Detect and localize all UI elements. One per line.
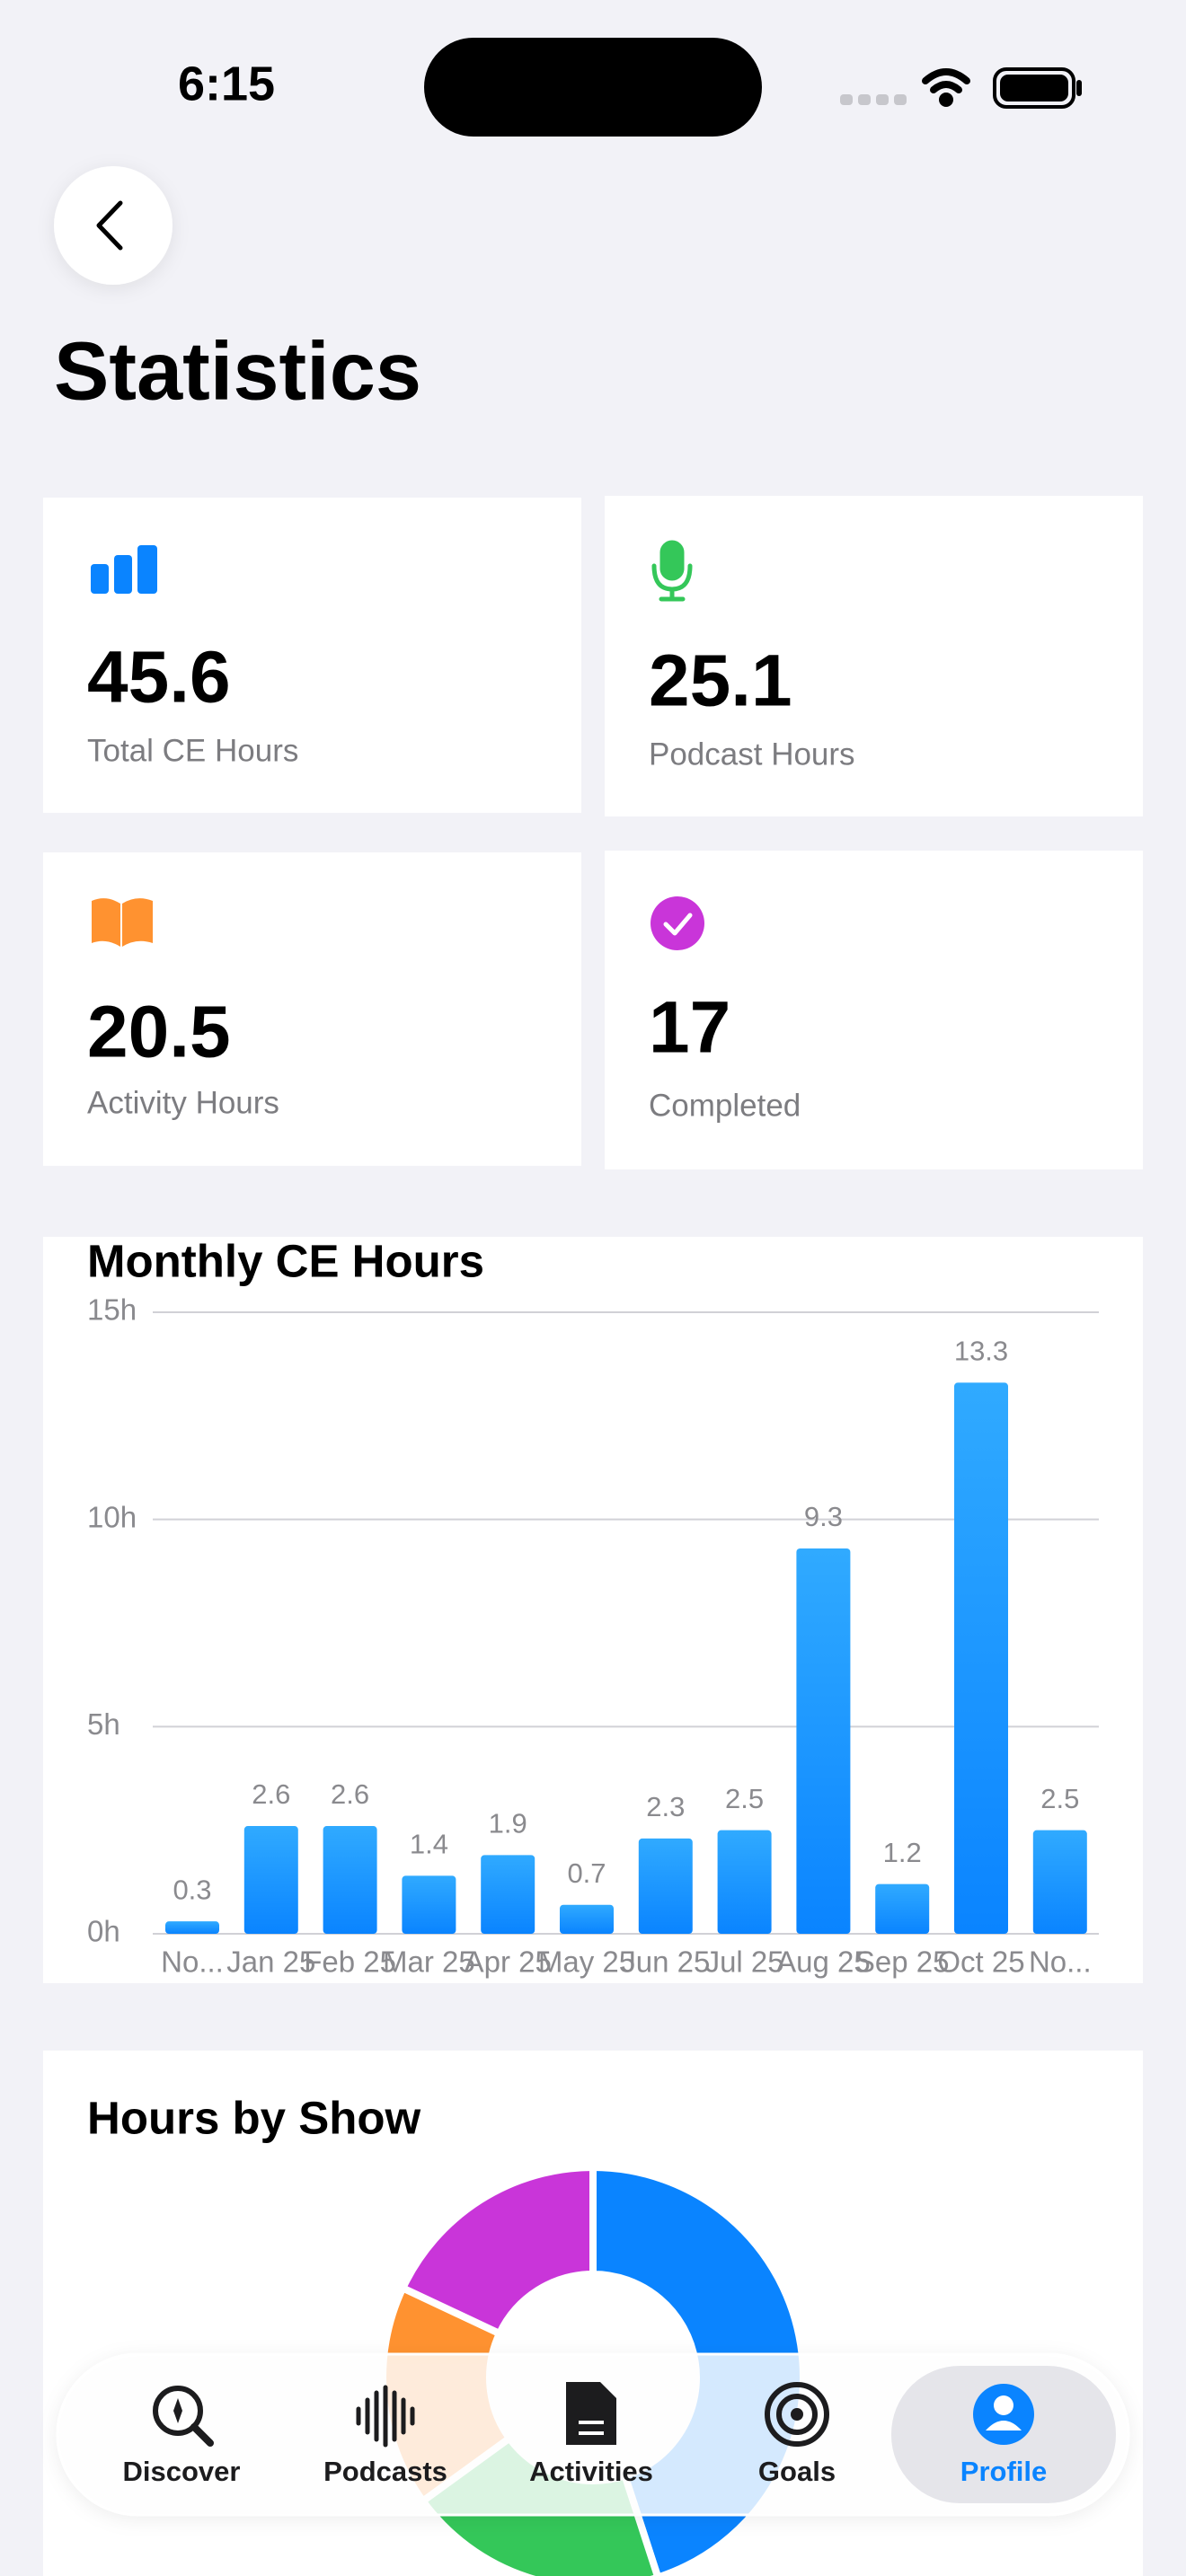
signal-icon [840, 94, 907, 105]
stat-value: 45.6 [87, 637, 231, 719]
tab-icon-part [776, 2394, 818, 2435]
status-time: 6:15 [178, 57, 275, 110]
tab-icon-part [153, 2386, 203, 2436]
back-chevron [96, 200, 123, 251]
y-tick-label: 10h [87, 1500, 137, 1533]
bar [796, 1548, 851, 1934]
stat-label: Total CE Hours [87, 733, 298, 768]
donut-slice [397, 2163, 597, 2339]
value-label: 2.5 [1040, 1783, 1079, 1814]
stat-card [43, 498, 581, 813]
value-label: 1.4 [410, 1829, 448, 1860]
x-tick-label: No... [1029, 1945, 1092, 1979]
tab-icon-part [190, 2423, 214, 2447]
wifi-icon [922, 68, 970, 107]
value-label: 0.3 [173, 1874, 211, 1905]
back-button[interactable] [54, 166, 173, 285]
x-tick-label: May 25 [538, 1945, 635, 1979]
bar [243, 1826, 298, 1934]
tab-icon-part [765, 2382, 829, 2447]
stat-label: Completed [649, 1088, 801, 1123]
x-tick-label: Sep 25 [855, 1945, 950, 1979]
tab-icon-part [986, 2421, 1022, 2430]
mic-icon [651, 540, 693, 602]
bar [323, 1826, 377, 1934]
dynamic-island [424, 38, 762, 137]
x-tick-label: Feb 25 [304, 1945, 396, 1979]
x-tick-label: Jul 25 [705, 1945, 784, 1979]
y-tick-label: 15h [87, 1293, 137, 1327]
stat-value: 17 [649, 987, 730, 1069]
tab-items: Discover Podcasts Activities Goals Profile [123, 2366, 1116, 2503]
battery-icon [993, 67, 1082, 109]
x-tick-label: Jun 25 [621, 1945, 710, 1979]
value-label: 9.3 [804, 1501, 843, 1532]
tab-icon [356, 2385, 415, 2448]
chart-title: Monthly CE Hours [87, 1235, 484, 1286]
value-label: 2.6 [252, 1778, 290, 1810]
x-tick-label: Mar 25 [383, 1945, 475, 1979]
stat-card [605, 496, 1143, 816]
bar [402, 1875, 456, 1934]
bar [954, 1382, 1008, 1934]
tab-label[interactable]: Podcasts [323, 2456, 447, 2487]
value-label: 2.6 [331, 1778, 369, 1810]
check-icon [651, 896, 704, 950]
value-label: 2.5 [725, 1783, 764, 1814]
bar [1032, 1830, 1087, 1934]
tab-label[interactable]: Profile [960, 2456, 1047, 2487]
tab-label[interactable]: Goals [758, 2456, 836, 2487]
stat-value: 20.5 [87, 992, 231, 1073]
stat-label: Podcast Hours [649, 737, 855, 772]
bar [560, 1904, 614, 1934]
chart-title: Hours by Show [87, 2092, 421, 2143]
x-tick-label: Aug 25 [776, 1945, 871, 1979]
x-tick-label: No... [161, 1945, 224, 1979]
book-icon [92, 898, 153, 947]
x-tick-label: Oct 25 [937, 1945, 1024, 1979]
chart-icon [91, 545, 157, 594]
tab-icon-part [791, 2408, 803, 2421]
x-tick-label: Jan 25 [226, 1945, 315, 1979]
value-label: 0.7 [567, 1857, 606, 1889]
stat-label: Activity Hours [87, 1085, 279, 1120]
value-label: 1.9 [489, 1808, 527, 1839]
tab-icon [765, 2382, 829, 2447]
page-title: Statistics [54, 325, 421, 417]
value-label: 2.3 [646, 1791, 685, 1822]
tab-icon [973, 2384, 1034, 2445]
bar [875, 1883, 930, 1934]
value-label: 1.2 [883, 1837, 922, 1868]
y-tick-label: 0h [87, 1915, 120, 1948]
tab-icon-part [173, 2398, 182, 2423]
tab-icon-part [994, 2395, 1013, 2415]
stat-value: 25.1 [649, 640, 792, 722]
bar [165, 1921, 219, 1934]
y-tick-label: 5h [87, 1707, 120, 1741]
tab-icon [153, 2386, 214, 2447]
check-mark [663, 913, 693, 936]
bar [638, 1838, 693, 1934]
tab-label[interactable]: Discover [123, 2456, 241, 2487]
x-tick-label: Apr 25 [465, 1945, 552, 1979]
tab-label[interactable]: Activities [529, 2456, 653, 2487]
tab-icon [566, 2382, 616, 2445]
value-label: 13.3 [954, 1336, 1008, 1367]
bar [481, 1855, 535, 1934]
tab-icon-part [566, 2382, 616, 2445]
bar [717, 1830, 772, 1934]
